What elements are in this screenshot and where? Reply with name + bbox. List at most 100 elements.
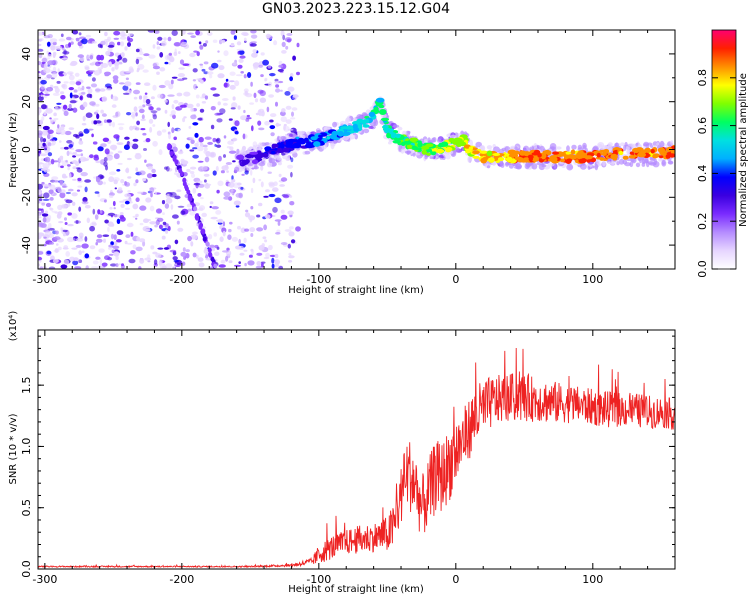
noise-speck (95, 103, 100, 107)
noise-speck (229, 71, 236, 76)
noise-speck (148, 54, 156, 59)
ridge-halo (500, 162, 505, 168)
noise-speck (222, 102, 228, 106)
noise-speck (104, 255, 110, 261)
noise-speck (225, 162, 232, 165)
noise-speck (154, 224, 158, 228)
ridge-halo (667, 160, 674, 164)
noise-speck (119, 200, 125, 203)
noise-speck (87, 128, 94, 131)
noise-speck (116, 58, 120, 62)
noise-speck (47, 142, 52, 147)
noise-speck (168, 133, 171, 140)
noise-speck (38, 213, 41, 217)
ridge-core (326, 135, 331, 140)
noise-speck (189, 211, 197, 216)
noise-speck (44, 226, 51, 230)
ridge-halo (620, 142, 625, 146)
noise-speck (147, 166, 153, 170)
noise-speck (195, 94, 200, 99)
noise-speck (149, 205, 155, 212)
noise-speck (261, 262, 264, 268)
noise-speck (112, 95, 118, 102)
noise-speck (190, 173, 196, 179)
ridge-core (502, 152, 508, 158)
noise-speck (173, 99, 179, 104)
noise-speck (60, 189, 66, 194)
noise-speck (145, 197, 152, 203)
noise-speck (103, 157, 108, 162)
noise-speck (148, 118, 154, 124)
noise-speck (258, 127, 265, 131)
ridge-core (578, 158, 587, 164)
noise-speck (60, 91, 65, 95)
noise-speck (51, 72, 58, 79)
noise-speck (280, 111, 286, 117)
noise-speck (124, 168, 129, 173)
noise-speck (158, 224, 163, 230)
noise-speck (188, 125, 192, 129)
noise-speck (173, 259, 180, 263)
ridge-halo (412, 152, 416, 157)
noise-speck (121, 34, 128, 37)
noise-speck (103, 161, 108, 167)
noise-speck (62, 104, 68, 110)
noise-speck (223, 82, 230, 88)
noise-speck (84, 186, 88, 193)
noise-speck (138, 266, 142, 269)
noise-speck (193, 50, 198, 53)
noise-speck (202, 144, 208, 148)
noise-speck (65, 159, 68, 163)
noise-speck (89, 154, 94, 159)
ridge-halo (618, 158, 625, 165)
noise-speck (172, 256, 178, 261)
noise-speck (113, 134, 120, 139)
noise-speck (43, 236, 47, 239)
noise-speck (242, 133, 246, 140)
noise-speck (252, 49, 257, 54)
noise-speck (107, 44, 115, 48)
ridge-core (425, 143, 434, 148)
noise-speck (96, 123, 103, 127)
noise-speck (214, 112, 222, 116)
noise-speck (60, 227, 63, 231)
noise-speck (152, 44, 156, 49)
ridge-core (472, 155, 480, 159)
noise-speck (231, 175, 234, 181)
ridge-core (383, 124, 388, 129)
ridge-core (375, 97, 385, 103)
ridge-core (542, 150, 550, 155)
noise-speck (187, 208, 192, 212)
noise-speck (151, 173, 157, 178)
noise-speck (109, 171, 117, 176)
noise-speck (268, 81, 273, 87)
noise-speck (240, 227, 246, 234)
ridge-halo (486, 165, 491, 169)
noise-speck (49, 134, 54, 140)
noise-speck (72, 260, 79, 266)
noise-speck (232, 137, 238, 142)
noise-speck (133, 96, 138, 100)
noise-speck (269, 73, 276, 77)
diagonal-speck (174, 159, 179, 165)
ridge-halo (531, 163, 538, 170)
noise-speck (38, 32, 44, 36)
ridge-halo (645, 160, 650, 168)
noise-speck (68, 173, 72, 179)
noise-speck (161, 200, 166, 205)
noise-speck (201, 212, 207, 218)
noise-speck (190, 114, 197, 120)
noise-speck (167, 94, 175, 97)
noise-speck (101, 262, 108, 267)
noise-speck (44, 156, 51, 163)
noise-speck (164, 80, 171, 86)
diagonal-speck (179, 171, 184, 177)
snr-frame (37, 329, 676, 570)
noise-speck (165, 263, 173, 269)
noise-speck (243, 249, 248, 252)
noise-speck (280, 242, 288, 245)
noise-speck (230, 188, 234, 195)
noise-speck (86, 58, 91, 61)
noise-speck (172, 146, 178, 153)
